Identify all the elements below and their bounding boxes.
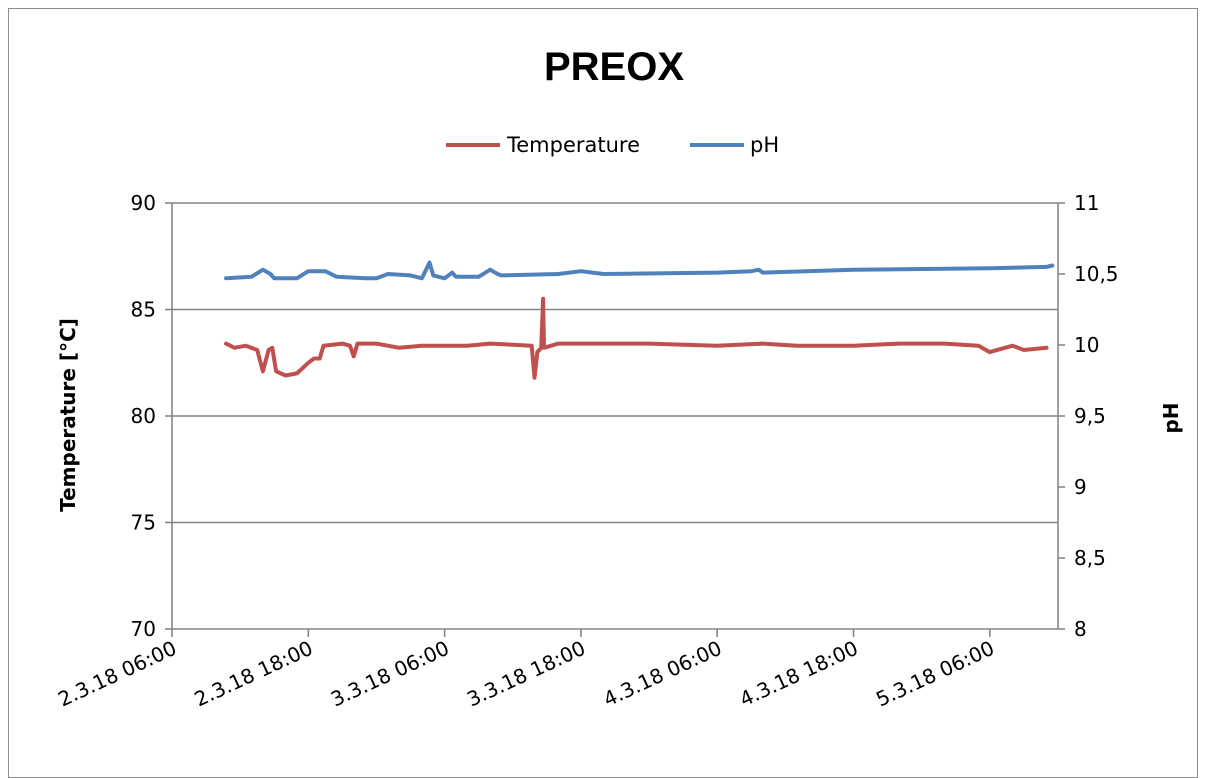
right-tick-label: 10,5 [1074,262,1119,286]
left-tick-label: 75 [131,511,156,535]
x-tick-label: 4.3.18 18:00 [736,636,862,712]
chart-frame [8,8,1198,778]
left-axis-ticks: 70 75 80 85 90 [131,191,172,641]
left-tick-label: 80 [131,404,156,428]
legend-label-temperature: Temperature [506,133,640,157]
gridlines [172,202,1058,524]
x-tick-label: 5.3.18 06:00 [872,636,998,712]
left-tick-label: 85 [131,298,156,322]
right-tick-label: 10 [1074,333,1099,357]
right-axis-ticks: 8 8,5 9 9,5 10 10,5 11 [1058,191,1119,641]
legend-label-ph: pH [750,133,779,157]
x-tick-label: 4.3.18 06:00 [600,636,726,712]
chart-canvas: PREOX Temperature pH 70 75 80 85 90 8 8,5 9 9,5… [54,45,1183,711]
chart-title: PREOX [544,45,684,89]
x-tick-label: 3.3.18 06:00 [327,636,453,712]
series-line-ph [224,260,1055,281]
series-lines [224,260,1055,380]
left-axis-title: Temperature [°C] [56,318,80,512]
series-line-temperature [224,296,1049,380]
right-tick-label: 8 [1074,617,1087,641]
legend: Temperature pH [446,133,779,157]
left-tick-label: 70 [131,617,156,641]
right-tick-label: 11 [1074,191,1099,215]
x-tick-label: 3.3.18 18:00 [463,636,589,712]
x-tick-label: 2.3.18 06:00 [54,636,180,712]
x-tick-label: 2.3.18 18:00 [191,636,317,712]
x-axis-ticks: 2.3.18 06:00 2.3.18 18:00 3.3.18 06:00 3.3.… [54,629,998,711]
right-axis-title: pH [1159,402,1183,433]
right-tick-label: 8,5 [1074,546,1106,570]
left-tick-label: 90 [131,191,156,215]
right-tick-label: 9 [1074,475,1087,499]
right-tick-label: 9,5 [1074,404,1106,428]
